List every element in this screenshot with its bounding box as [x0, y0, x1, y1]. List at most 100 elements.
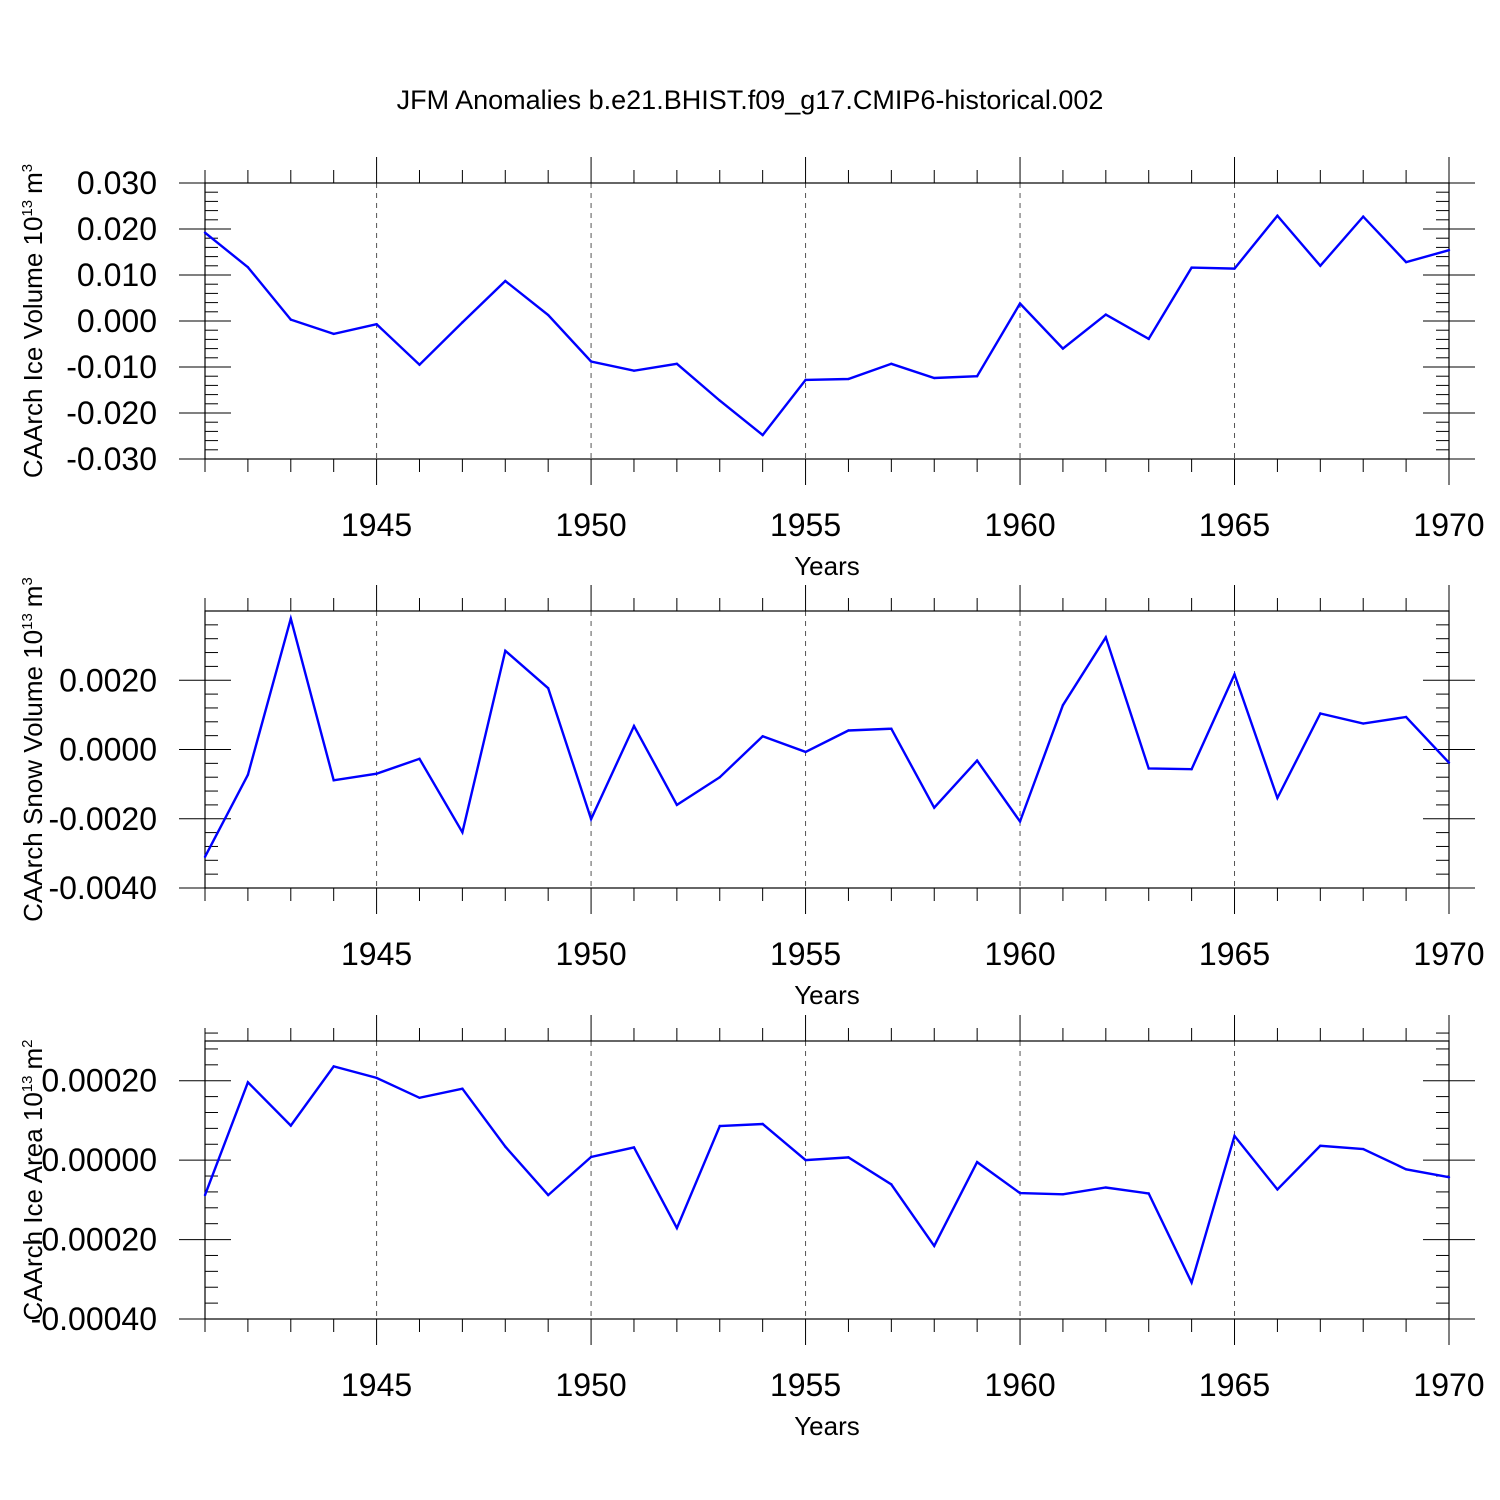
y-tick-label: 0.020 [77, 211, 157, 247]
y-tick-label: 0.00000 [41, 1142, 157, 1178]
x-tick-label: 1950 [555, 1367, 626, 1403]
x-tick-label: 1965 [1199, 507, 1270, 543]
x-tick-label: 1950 [555, 507, 626, 543]
data-point [847, 729, 850, 732]
data-point [1276, 796, 1279, 800]
data-point [975, 1160, 979, 1164]
data-point [1362, 1147, 1365, 1151]
data-point [675, 803, 679, 807]
y-tick-label: 0.000 [77, 303, 157, 339]
data-point [675, 1226, 679, 1230]
data-point [504, 1145, 507, 1148]
data-point [1276, 214, 1279, 217]
data-point [461, 831, 464, 834]
y-axis-label-exponent: 13 [19, 1075, 36, 1092]
y-tick-label: 0.0000 [59, 732, 157, 768]
plot-frame [204, 1040, 1450, 1320]
data-point [546, 687, 550, 690]
data-point [1319, 1144, 1322, 1148]
x-axis-label: Years [794, 551, 860, 581]
data-point [375, 772, 378, 775]
data-point [933, 806, 936, 809]
data-point [332, 1065, 335, 1068]
data-point [1447, 761, 1451, 764]
data-point [1319, 264, 1322, 267]
data-point [461, 321, 464, 324]
x-tick-label: 1950 [555, 936, 626, 972]
data-point [504, 649, 507, 653]
x-tick-label: 1970 [1413, 936, 1484, 972]
data-point [1233, 673, 1236, 676]
data-point [761, 1122, 764, 1126]
data-point [1362, 722, 1365, 725]
data-point [804, 1158, 807, 1162]
y-tick-label: -0.00040 [31, 1301, 157, 1337]
data-point [718, 1124, 721, 1128]
data-point [1018, 302, 1022, 305]
x-tick-label: 1960 [984, 507, 1055, 543]
y-axis-label-unit: m [18, 586, 48, 608]
data-point [203, 1193, 207, 1197]
data-point [1061, 703, 1065, 707]
data-point [1404, 1168, 1408, 1171]
data-point [1447, 1176, 1451, 1179]
x-tick-label: 1945 [341, 1367, 412, 1403]
data-point [504, 279, 507, 283]
data-point [418, 757, 421, 761]
x-tick-label: 1960 [984, 936, 1055, 972]
data-point [804, 750, 807, 754]
y-axis-label: CAArch Ice Area 1013 m2 [18, 1039, 48, 1320]
chart-panel-1: -0.030 -0.020 -0.010 0.000 0.010 0.020 0.030 19… [18, 157, 1485, 581]
data-point [1104, 1186, 1108, 1189]
data-point [1190, 1281, 1193, 1284]
data-point [289, 1124, 292, 1127]
y-tick-label: 0.0020 [59, 662, 157, 698]
y-tick-label: 0.030 [77, 165, 157, 201]
data-point [1061, 347, 1065, 350]
series-line [204, 213, 1450, 437]
y-axis-label-unit-exponent: 3 [19, 577, 36, 585]
data-point [933, 1244, 936, 1248]
data-point [1362, 215, 1365, 218]
data-point [203, 231, 207, 234]
data-point [546, 1193, 550, 1197]
series-line [203, 613, 1450, 858]
y-axis-label: CAArch Ice Volume 1013 m3 [18, 164, 48, 478]
data-point [804, 378, 807, 382]
x-tick-label: 1965 [1199, 936, 1270, 972]
y-tick-label: -0.00020 [31, 1222, 157, 1258]
y-axis-label-text: CAArch Snow Volume 10 [18, 630, 48, 922]
data-point [1404, 715, 1408, 719]
data-point [890, 1183, 893, 1186]
data-point [1018, 1191, 1022, 1195]
data-point [589, 360, 593, 363]
data-point [589, 1155, 593, 1159]
data-point [847, 377, 850, 381]
plot-frame [204, 182, 1450, 460]
y-tick-label: 0.010 [77, 257, 157, 293]
data-point [461, 1087, 464, 1090]
data-point [246, 773, 250, 776]
series-line [203, 1065, 1450, 1286]
y-axis-label-text: CAArch Ice Area 10 [18, 1092, 48, 1320]
y-axis-label: CAArch Snow Volume 1013 m3 [18, 577, 48, 922]
x-tick-label: 1965 [1199, 1367, 1270, 1403]
y-axis-label-unit: m [18, 172, 48, 194]
data-point [1404, 260, 1408, 264]
data-point [246, 265, 250, 269]
data-point [246, 1081, 250, 1084]
x-tick-label: 1945 [341, 936, 412, 972]
data-point [890, 362, 893, 365]
data-point [1104, 636, 1108, 639]
data-point [1104, 313, 1108, 316]
chart-panel-3: -0.00040 -0.00020 0.00000 0.00020 1945 1950 19… [18, 1015, 1485, 1441]
y-axis-label-unit-exponent: 2 [19, 1039, 36, 1047]
data-point [203, 855, 207, 859]
data-point [1319, 712, 1322, 715]
data-point [289, 318, 292, 321]
y-tick-label: -0.020 [66, 395, 157, 431]
x-tick-label: 1960 [984, 1367, 1055, 1403]
data-point [418, 363, 421, 366]
data-point [975, 759, 979, 762]
